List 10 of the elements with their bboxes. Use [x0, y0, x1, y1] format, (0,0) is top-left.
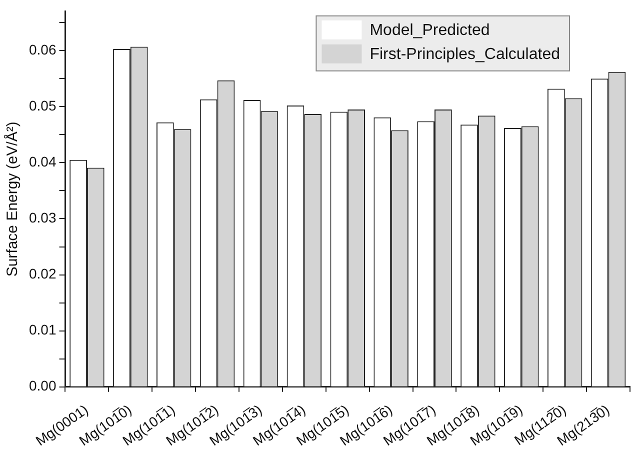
y-axis-title: Surface Energy (eV/Å²)	[3, 122, 22, 277]
legend-label: First-Principles_Calculated	[370, 46, 560, 63]
y-tick-label: 0.04	[29, 154, 56, 170]
y-tick-label: 0.01	[29, 322, 56, 338]
y-tick-label: 0.02	[29, 266, 56, 282]
y-tick-label: 0.06	[29, 41, 56, 58]
y-tick-label: 0.03	[29, 210, 56, 226]
legend-label: Model_Predicted	[370, 22, 490, 39]
y-tick-label: 0.00	[29, 378, 56, 394]
y-tick-label: 0.05	[29, 98, 56, 114]
